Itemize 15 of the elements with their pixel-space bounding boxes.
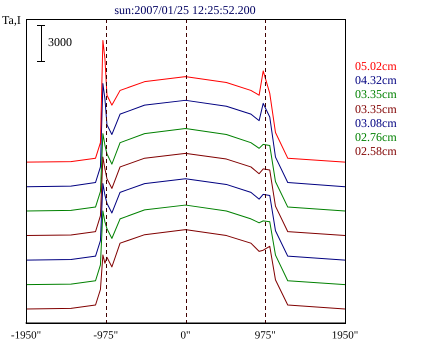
text: 02.76cm: [355, 130, 397, 144]
annotation: 3000: [48, 35, 72, 50]
x-tick-label: 1950": [332, 329, 358, 342]
chart-title: sun:2007/01/25 12:25:52.200: [114, 3, 256, 17]
x-tick-label: 975": [254, 329, 276, 342]
x-tick-label: -975": [93, 329, 118, 342]
y-axis-title: Ta,I: [2, 13, 21, 28]
text: 03.35cm: [355, 102, 397, 116]
text: 03.08cm: [355, 116, 397, 130]
x-tick-label: -1950": [10, 329, 42, 342]
text: 04.32cm: [355, 73, 397, 88]
x-tick-label: 0": [180, 329, 190, 342]
text: 03.35cm: [355, 87, 397, 102]
text: 02.58cm: [355, 144, 397, 158]
text: 05.02cm: [355, 59, 397, 74]
